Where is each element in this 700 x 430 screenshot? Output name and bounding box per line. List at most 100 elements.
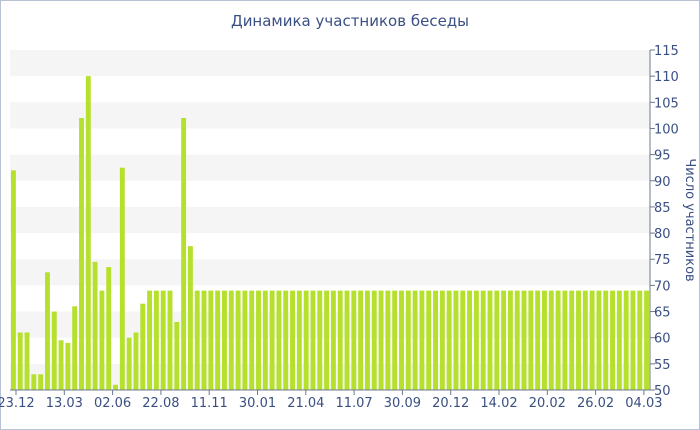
x-tick-label: 21.04	[287, 396, 324, 411]
x-tick-label: 04.03	[625, 396, 662, 411]
bar	[140, 303, 146, 390]
bar	[446, 290, 452, 390]
bar	[269, 290, 275, 390]
grid-bands	[10, 50, 650, 390]
bar	[222, 290, 227, 390]
y-axis-label: Число участников	[682, 158, 697, 281]
bar	[310, 290, 316, 390]
bar	[92, 261, 98, 390]
bar	[153, 290, 159, 390]
bar	[528, 290, 534, 390]
x-tick-label: 30.01	[239, 396, 276, 411]
bar	[167, 290, 173, 390]
x-axis-ticks: 23.12 13.03 02.06 22.08 11.11 30.01 21.04 11.07…	[0, 390, 663, 411]
y-tick-label: 100	[654, 122, 679, 137]
bar	[303, 290, 309, 390]
bar	[324, 290, 330, 390]
bar	[215, 290, 221, 390]
bar	[542, 290, 547, 390]
bar	[419, 290, 425, 390]
bar	[562, 290, 568, 390]
bar	[569, 290, 575, 390]
bar	[507, 290, 513, 390]
bar	[65, 342, 71, 390]
bar	[133, 332, 139, 390]
bar	[535, 290, 541, 390]
bar	[392, 290, 398, 390]
y-tick-label: 85	[654, 201, 671, 216]
x-tick-label: 22.08	[142, 396, 179, 411]
bar	[433, 290, 438, 390]
x-tick-label: 23.12	[0, 396, 35, 411]
bar	[494, 290, 500, 390]
bar	[412, 290, 418, 390]
y-tick-label: 95	[654, 149, 671, 164]
grid-band	[10, 206, 650, 234]
bar	[378, 290, 384, 390]
y-tick-label: 115	[654, 44, 679, 59]
bar	[38, 374, 44, 390]
y-tick-label: 65	[654, 306, 671, 321]
bar	[426, 290, 432, 390]
bar	[242, 290, 248, 390]
bar	[147, 290, 153, 390]
grid-band	[10, 50, 650, 77]
y-tick-label: 90	[654, 175, 671, 190]
bar	[460, 290, 466, 390]
x-tick-label: 11.07	[335, 396, 372, 411]
y-tick-label: 60	[654, 332, 671, 347]
bar	[596, 290, 602, 390]
bar	[51, 311, 57, 390]
bar	[630, 290, 636, 390]
bar	[160, 290, 166, 390]
bar	[337, 290, 343, 390]
y-axis-ticks: 50 55 60 65 70 75 80 85 90 95 100 105 110 115	[650, 44, 679, 399]
y-tick-label: 75	[654, 253, 671, 268]
bar	[99, 290, 105, 390]
bar	[610, 290, 615, 390]
bar	[473, 290, 479, 390]
bar	[79, 118, 84, 390]
bar	[249, 290, 255, 390]
bar	[17, 332, 23, 390]
bar	[555, 290, 561, 390]
bar	[187, 246, 193, 390]
bar	[262, 290, 268, 390]
bar	[194, 290, 200, 390]
bar	[582, 290, 588, 390]
bar	[10, 170, 16, 390]
grid-band	[10, 154, 650, 181]
grid-band	[10, 259, 650, 286]
bar	[623, 290, 629, 390]
bar	[480, 290, 486, 390]
x-tick-label: 20.12	[432, 396, 469, 411]
bar	[501, 290, 507, 390]
bar	[344, 290, 350, 390]
bar	[24, 332, 30, 390]
bar	[365, 290, 370, 390]
chart-title: Динамика участников беседы	[230, 12, 470, 30]
bar	[31, 374, 37, 390]
y-tick-label: 105	[654, 96, 679, 111]
axes	[10, 50, 651, 391]
bar	[330, 290, 336, 390]
bar	[351, 290, 357, 390]
x-tick-label: 20.02	[529, 396, 566, 411]
grid-band	[10, 102, 650, 129]
y-tick-label: 80	[654, 227, 671, 242]
grid-band	[10, 311, 650, 338]
bars	[10, 76, 650, 391]
bar	[235, 290, 241, 390]
bar	[467, 290, 473, 390]
bar	[399, 290, 404, 390]
bar	[371, 290, 377, 390]
bar	[358, 290, 364, 390]
bar	[514, 290, 520, 390]
bar	[637, 290, 643, 390]
bar	[439, 290, 445, 390]
bar	[85, 76, 91, 391]
bar	[644, 290, 650, 390]
bar	[106, 267, 112, 390]
bar	[283, 290, 289, 390]
